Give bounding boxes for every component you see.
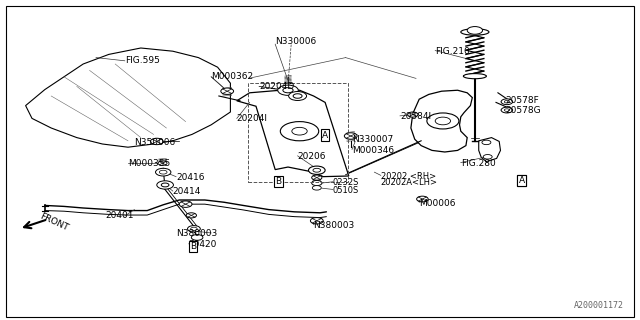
Text: FIG.595: FIG.595 [125, 56, 159, 65]
Circle shape [289, 92, 307, 100]
Text: B: B [275, 177, 282, 186]
Circle shape [501, 107, 513, 113]
Circle shape [313, 168, 321, 172]
Circle shape [186, 213, 196, 218]
Text: FRONT: FRONT [38, 212, 70, 233]
Text: 0510S: 0510S [333, 186, 359, 195]
Text: 20578G: 20578G [506, 106, 541, 115]
Circle shape [191, 235, 203, 240]
Circle shape [188, 226, 200, 232]
Text: 20578F: 20578F [506, 96, 540, 105]
Circle shape [344, 133, 357, 139]
Text: 20416: 20416 [176, 173, 205, 182]
Text: N330006: N330006 [275, 37, 316, 46]
Text: A: A [322, 131, 328, 140]
Circle shape [501, 99, 513, 105]
Circle shape [427, 113, 459, 129]
Text: B: B [190, 242, 196, 251]
Bar [248, 83, 348, 182]
Ellipse shape [463, 74, 486, 79]
Circle shape [292, 127, 307, 135]
Circle shape [191, 227, 197, 230]
Text: FIG.280: FIG.280 [461, 159, 495, 168]
Circle shape [150, 138, 163, 145]
Polygon shape [237, 90, 349, 177]
Circle shape [161, 183, 169, 187]
Text: 20204I: 20204I [237, 114, 268, 123]
Circle shape [310, 218, 323, 224]
Text: 20202 <RH>: 20202 <RH> [381, 172, 436, 180]
Text: M000355: M000355 [128, 159, 170, 168]
Circle shape [179, 201, 192, 207]
Circle shape [482, 140, 491, 145]
Text: 20204D: 20204D [259, 82, 294, 91]
Text: A: A [518, 176, 525, 185]
Circle shape [293, 94, 302, 98]
Text: 20420: 20420 [189, 240, 217, 249]
Circle shape [483, 155, 492, 159]
Text: A: A [518, 176, 525, 185]
Polygon shape [479, 138, 500, 162]
Circle shape [435, 117, 451, 125]
Text: M000362: M000362 [211, 72, 253, 81]
Circle shape [467, 27, 483, 34]
Text: N380003: N380003 [176, 229, 217, 238]
Ellipse shape [461, 29, 489, 35]
Circle shape [504, 100, 509, 103]
Circle shape [158, 161, 167, 165]
Text: FIG.210: FIG.210 [435, 47, 470, 56]
Text: 20206: 20206 [298, 152, 326, 161]
Text: 20401: 20401 [106, 212, 134, 220]
Text: 20584I: 20584I [400, 112, 431, 121]
Circle shape [312, 186, 321, 190]
Text: N350006: N350006 [134, 138, 175, 147]
Circle shape [312, 180, 322, 186]
Text: 20202A<LH>: 20202A<LH> [381, 178, 438, 187]
Circle shape [312, 175, 322, 180]
Circle shape [504, 109, 509, 111]
Text: M000346: M000346 [352, 146, 394, 155]
Circle shape [308, 166, 325, 174]
Circle shape [156, 168, 171, 176]
Polygon shape [26, 48, 230, 147]
Circle shape [278, 85, 298, 95]
Polygon shape [411, 90, 472, 152]
Text: 0232S: 0232S [333, 178, 359, 187]
Circle shape [159, 170, 167, 174]
Circle shape [221, 88, 234, 94]
Circle shape [280, 122, 319, 141]
Circle shape [157, 181, 173, 189]
Text: M00006: M00006 [419, 199, 456, 208]
Text: N330007: N330007 [352, 135, 393, 144]
Circle shape [408, 112, 418, 117]
Text: N380003: N380003 [314, 221, 355, 230]
Circle shape [283, 88, 293, 93]
Text: A200001172: A200001172 [574, 301, 624, 310]
Circle shape [417, 196, 428, 202]
Text: 20414: 20414 [173, 188, 201, 196]
